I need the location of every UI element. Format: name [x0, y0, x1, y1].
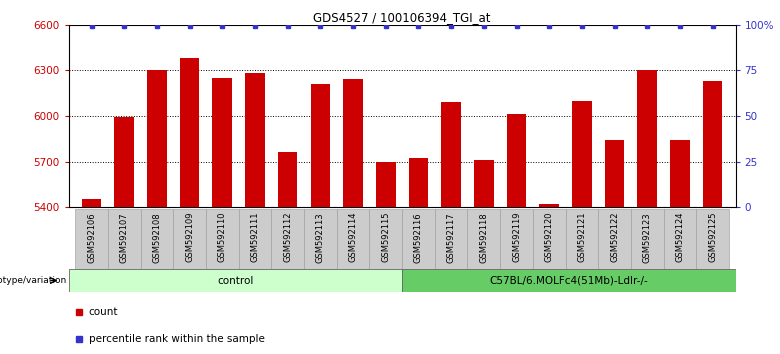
- Bar: [278, 153, 297, 207]
- Text: GSM592120: GSM592120: [544, 212, 554, 262]
- Text: GSM592112: GSM592112: [283, 212, 292, 262]
- Bar: [566, 209, 598, 271]
- Bar: [304, 209, 337, 271]
- Bar: [572, 101, 592, 207]
- Bar: [434, 209, 467, 271]
- Bar: [664, 209, 697, 271]
- Bar: [376, 161, 395, 207]
- Bar: [697, 209, 729, 271]
- Bar: [533, 209, 566, 271]
- Bar: [245, 73, 264, 207]
- Bar: [239, 209, 271, 271]
- Text: GSM592109: GSM592109: [185, 212, 194, 262]
- Text: GSM592122: GSM592122: [610, 212, 619, 262]
- Text: percentile rank within the sample: percentile rank within the sample: [89, 334, 264, 344]
- Text: GSM592118: GSM592118: [480, 212, 488, 263]
- Bar: [115, 118, 134, 207]
- Bar: [310, 84, 330, 207]
- Text: control: control: [217, 275, 254, 286]
- Bar: [467, 209, 500, 271]
- Text: GSM592113: GSM592113: [316, 212, 324, 263]
- Text: GSM592119: GSM592119: [512, 212, 521, 262]
- Text: GSM592116: GSM592116: [414, 212, 423, 263]
- Bar: [173, 209, 206, 271]
- Bar: [409, 159, 428, 207]
- Text: C57BL/6.MOLFc4(51Mb)-Ldlr-/-: C57BL/6.MOLFc4(51Mb)-Ldlr-/-: [489, 275, 648, 286]
- Text: GSM592106: GSM592106: [87, 212, 96, 263]
- Bar: [147, 70, 167, 207]
- FancyBboxPatch shape: [69, 269, 402, 292]
- Bar: [500, 209, 533, 271]
- Text: genotype/variation: genotype/variation: [0, 276, 67, 285]
- Bar: [631, 209, 664, 271]
- Bar: [604, 140, 624, 207]
- Bar: [140, 209, 173, 271]
- Bar: [402, 209, 434, 271]
- Bar: [441, 102, 461, 207]
- Bar: [670, 140, 690, 207]
- Text: GSM592125: GSM592125: [708, 212, 717, 262]
- Text: GSM592121: GSM592121: [577, 212, 587, 262]
- Text: GSM592111: GSM592111: [250, 212, 260, 262]
- Bar: [343, 80, 363, 207]
- Bar: [637, 70, 657, 207]
- Text: count: count: [89, 307, 118, 317]
- Bar: [507, 114, 526, 207]
- Text: GSM592124: GSM592124: [675, 212, 685, 262]
- Text: GSM592123: GSM592123: [643, 212, 652, 263]
- Text: GSM592114: GSM592114: [349, 212, 357, 262]
- Text: GSM592115: GSM592115: [381, 212, 390, 262]
- Text: GSM592117: GSM592117: [447, 212, 456, 263]
- Bar: [370, 209, 402, 271]
- Bar: [271, 209, 304, 271]
- Bar: [474, 160, 494, 207]
- Text: GSM592108: GSM592108: [152, 212, 161, 263]
- FancyBboxPatch shape: [402, 269, 736, 292]
- Bar: [337, 209, 370, 271]
- Text: GSM592110: GSM592110: [218, 212, 227, 262]
- Bar: [212, 78, 232, 207]
- Bar: [703, 81, 722, 207]
- Bar: [82, 200, 101, 207]
- Bar: [598, 209, 631, 271]
- Bar: [75, 209, 108, 271]
- Bar: [108, 209, 140, 271]
- Text: GSM592107: GSM592107: [119, 212, 129, 263]
- Bar: [180, 58, 200, 207]
- Bar: [540, 204, 559, 207]
- Title: GDS4527 / 100106394_TGI_at: GDS4527 / 100106394_TGI_at: [314, 11, 491, 24]
- Bar: [206, 209, 239, 271]
